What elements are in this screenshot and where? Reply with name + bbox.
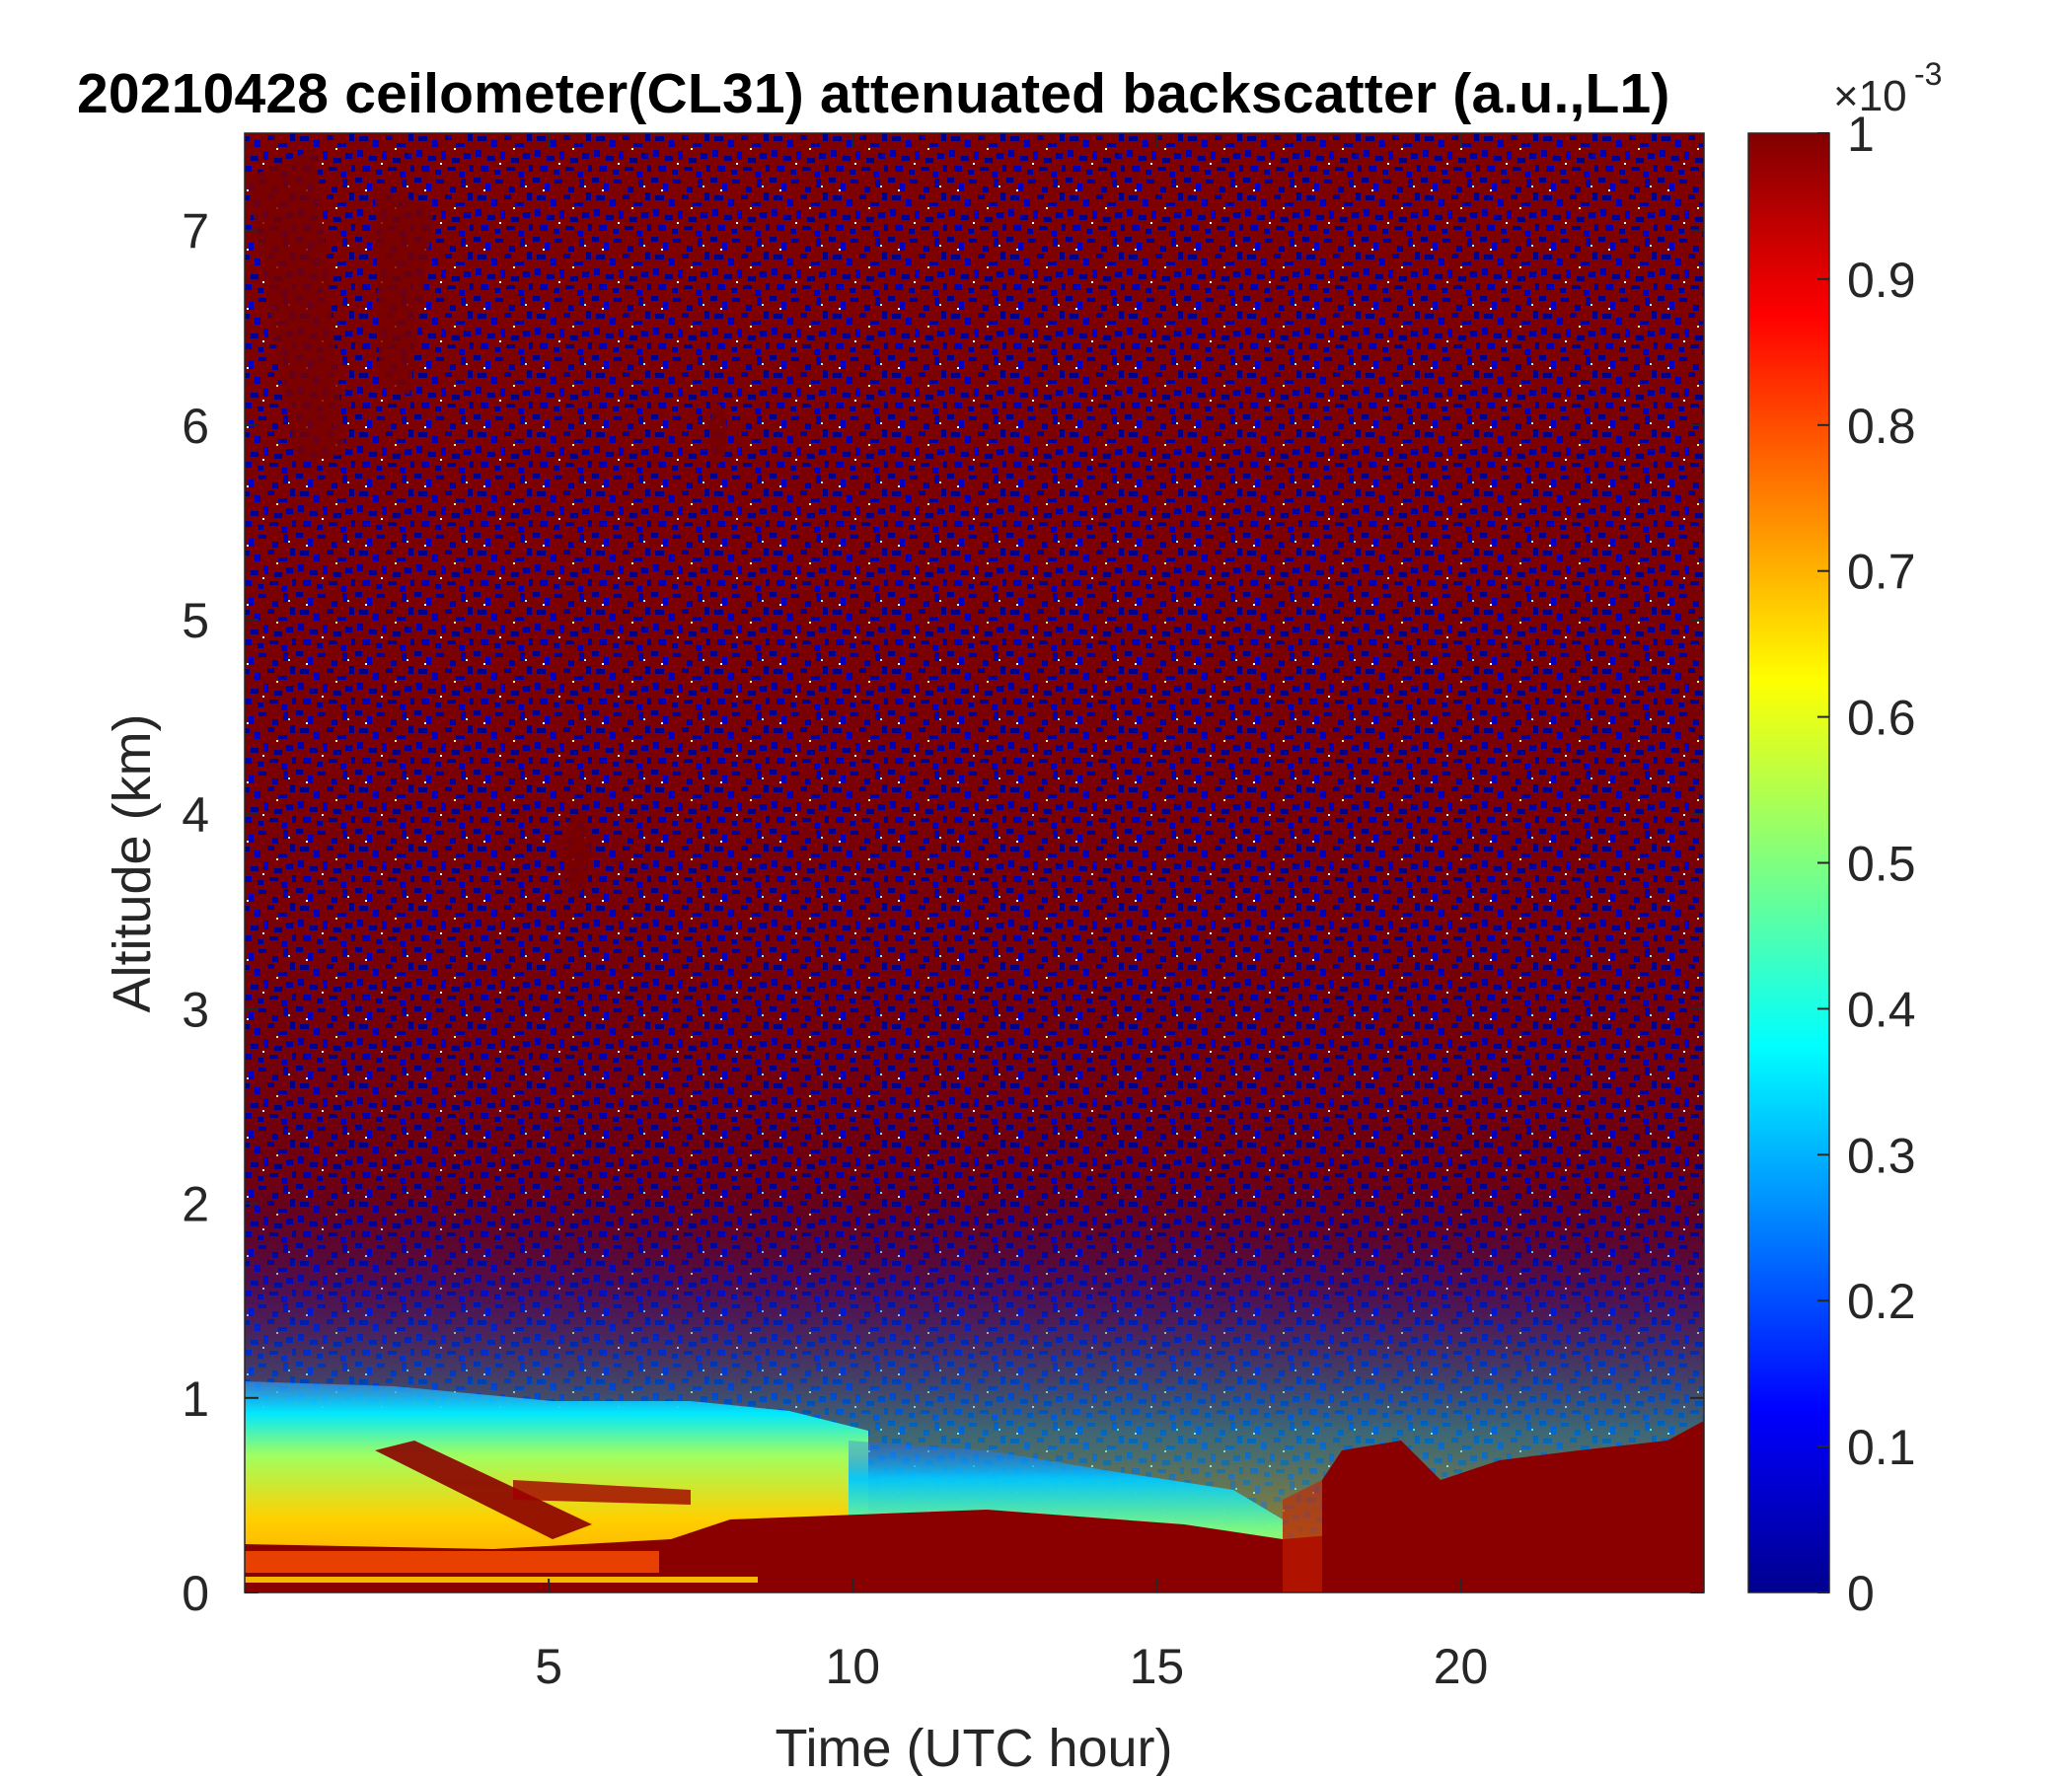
- colorbar-tick-label: 0.4: [1847, 982, 1916, 1037]
- colorbar-tick-label: 0.1: [1847, 1420, 1916, 1475]
- x-tick-label: 15: [1130, 1639, 1185, 1694]
- plume-early-2: [375, 187, 434, 395]
- plume-small-2: [709, 405, 727, 464]
- y-tick-label: 1: [182, 1371, 209, 1427]
- colorbar-tick-label: 0.5: [1847, 837, 1916, 892]
- boundary-layer-afternoon: [1322, 1421, 1704, 1592]
- colorbar-tick-label: 0.2: [1847, 1274, 1916, 1329]
- y-tick-label: 0: [182, 1566, 209, 1621]
- colorbar-exponent-base: ×10: [1833, 72, 1907, 120]
- elevated-dark-layer-2: [513, 1480, 691, 1505]
- surface-yellow-line: [245, 1577, 758, 1583]
- colorbar-tick-label: 0.7: [1847, 545, 1916, 600]
- x-axis-label: Time (UTC hour): [775, 1719, 1172, 1776]
- colorbar-tick-label: 0: [1847, 1566, 1875, 1621]
- x-tick-label: 5: [535, 1639, 562, 1694]
- plume-small: [563, 814, 591, 893]
- y-tick-label: 2: [182, 1177, 209, 1232]
- colorbar-tick-label: 0.8: [1847, 399, 1916, 454]
- plot-frame: [244, 132, 1705, 1593]
- colorbar-exponent-power: -3: [1914, 56, 1942, 92]
- y-tick-label: 6: [182, 399, 209, 454]
- chart-title: 20210428 ceilometer(CL31) attenuated bac…: [77, 62, 1670, 125]
- x-tick-label: 10: [825, 1639, 880, 1694]
- colorbar-tick-label: 0.6: [1847, 691, 1916, 746]
- surface-orange-strip: [245, 1551, 659, 1573]
- colorbar: 0 0.1 0.2 0.3 0.4 0.5 0.6 0.7 0.8 0.9 1 ×10 -3: [1747, 56, 1942, 1621]
- y-tick-label: 7: [182, 204, 209, 259]
- colorbar-tick-label: 0.3: [1847, 1128, 1916, 1183]
- colorbar-gradient: [1747, 132, 1830, 1593]
- x-tick-label: 20: [1434, 1639, 1489, 1694]
- colorbar-ticks: 0 0.1 0.2 0.3 0.4 0.5 0.6 0.7 0.8 0.9 1: [1817, 107, 1916, 1621]
- y-axis: 0 1 2 3 4 5 6 7: [182, 204, 1704, 1621]
- afternoon-transition: [1283, 1480, 1322, 1592]
- colorbar-tick-label: 0.9: [1847, 253, 1916, 308]
- colorbar-tick-label: 1: [1847, 107, 1875, 162]
- plume-early: [247, 148, 345, 464]
- heatmap-plot-area: [245, 133, 1704, 1592]
- y-axis-label: Altitude (km): [103, 713, 162, 1012]
- x-axis: 5 10 15 20: [535, 133, 1488, 1694]
- elevated-dark-layer: [375, 1441, 592, 1539]
- y-tick-label: 5: [182, 593, 209, 648]
- y-tick-label: 4: [182, 787, 209, 843]
- y-tick-label: 3: [182, 982, 209, 1037]
